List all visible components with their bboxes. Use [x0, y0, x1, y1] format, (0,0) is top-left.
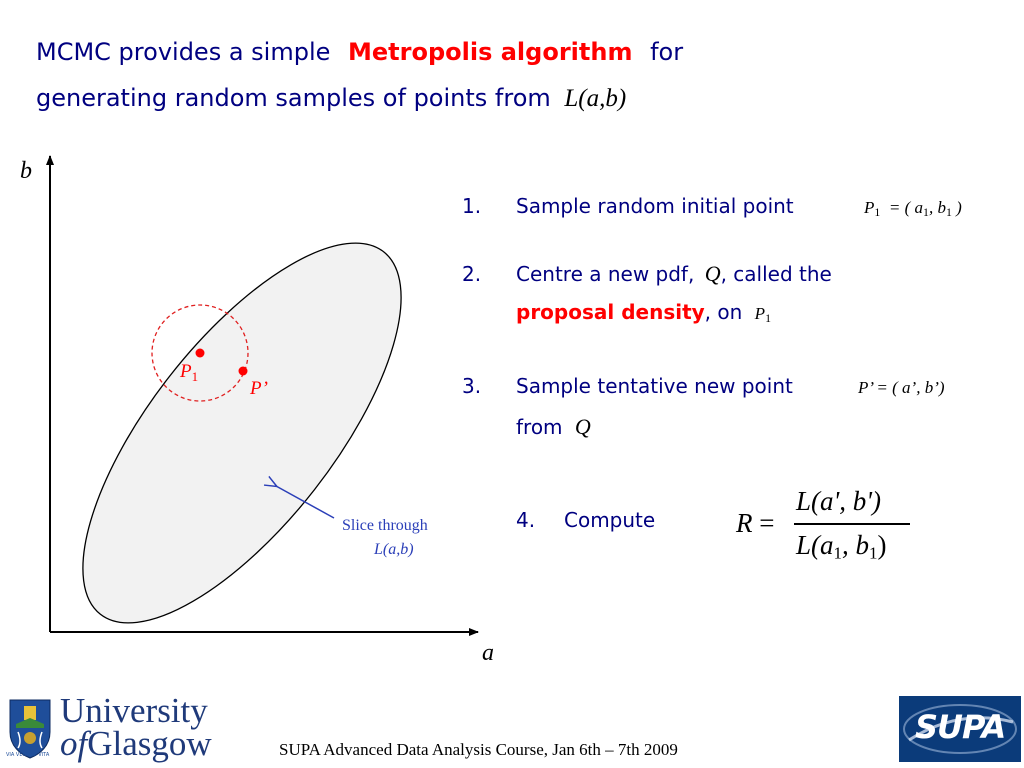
- title-line1-pre: MCMC provides a simple: [36, 38, 331, 66]
- likelihood-slice: [82, 242, 402, 624]
- course-footer: SUPA Advanced Data Analysis Course, Jan …: [279, 740, 678, 759]
- step-3-number: 3.: [462, 374, 482, 398]
- step-2-text-post: , called the: [720, 262, 832, 286]
- formula-numerator: L(a', b'): [796, 486, 882, 516]
- step-2-line-2: proposal density, on P1: [516, 302, 771, 325]
- a-axis-label: a: [482, 640, 494, 666]
- title-line2-pre: generating random samples of points from: [36, 84, 551, 112]
- supa-logo: SUPA: [899, 696, 1021, 762]
- slice-label-line1: Slice through: [342, 517, 428, 534]
- university-logo-line2: ofGlasgow: [60, 724, 212, 763]
- title-math: L(a,b): [564, 85, 627, 112]
- step-1-math: P1 = ( a1, b1 ): [864, 198, 962, 219]
- proposal-circle: [151, 304, 249, 402]
- diagram: P1 P’ b a Slice through L(a,b): [20, 155, 494, 666]
- step-3-line-1: 3. Sample tentative new point: [462, 376, 793, 396]
- step-3-math: P’ = ( a’, b’): [858, 378, 945, 397]
- supa-swoosh: [903, 704, 1017, 754]
- step-4-number: 4.: [516, 508, 536, 532]
- formula-lhs: R =: [736, 508, 775, 538]
- slice-arrow: [276, 486, 335, 519]
- university-logo-line1: University: [60, 691, 208, 730]
- slice-label-line2: L(a,b): [373, 541, 414, 558]
- supa-logo-text: SUPA: [915, 708, 1006, 746]
- step-2-p1: P1: [754, 304, 772, 325]
- university-crest: [9, 699, 51, 759]
- step-1-number: 1.: [462, 194, 482, 218]
- step-3-line-2: from Q: [516, 416, 591, 438]
- step-2-line-1: 2. Centre a new pdf, Q, called the: [462, 263, 832, 285]
- step-2-highlight: proposal density: [516, 300, 705, 324]
- title-line-1: MCMC provides a simple Metropolis algori…: [36, 40, 683, 64]
- title-highlight: Metropolis algorithm: [348, 38, 633, 66]
- step-2-q: Q: [704, 261, 721, 286]
- step-3-from: from: [516, 415, 563, 439]
- p-prime-label: P’: [249, 378, 268, 399]
- title-line-2: generating random samples of points from…: [36, 86, 626, 111]
- step-1-text: Sample random initial point: [516, 194, 794, 218]
- formula-denominator: L(a1, b1): [796, 530, 887, 563]
- step-2-text-pre: Centre a new pdf,: [516, 262, 695, 286]
- step-1: 1. Sample random initial point: [462, 196, 794, 216]
- step-2-number: 2.: [462, 262, 482, 286]
- b-axis-label: b: [20, 158, 32, 184]
- point-p1: [195, 348, 205, 358]
- step-4-text: Compute: [564, 508, 656, 532]
- crest-motto: VIA VERITAS VITA: [6, 752, 50, 758]
- step-2-text-after: , on: [704, 300, 743, 324]
- title-line1-post: for: [650, 38, 684, 66]
- step-4: 4. Compute: [516, 510, 655, 530]
- fraction-bar: [794, 523, 910, 525]
- p1-label: P1: [179, 361, 198, 384]
- point-p-prime: [238, 366, 248, 376]
- ratio-formula: R = L(a', b') L(a1, b1): [736, 486, 926, 566]
- step-3-text: Sample tentative new point: [516, 374, 793, 398]
- step-3-q: Q: [574, 414, 591, 439]
